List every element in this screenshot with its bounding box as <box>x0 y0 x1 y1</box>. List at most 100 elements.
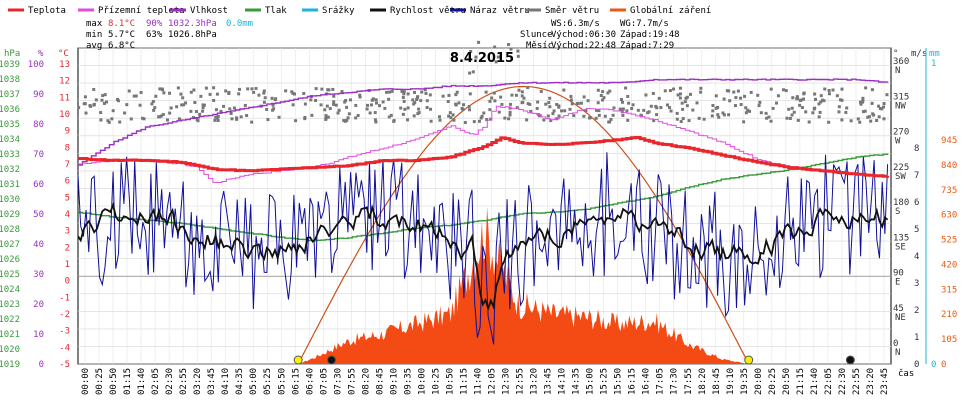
hpa-tick-label: 1037 <box>0 90 20 100</box>
info-sun-label: Slunce <box>520 30 553 40</box>
x-tick-label: 05:50 <box>277 368 287 395</box>
degc-tick-label: -2 <box>59 310 70 320</box>
wind-direction-point <box>454 93 458 97</box>
wind-direction-point <box>844 110 848 114</box>
wind-direction-point <box>222 104 226 108</box>
wind-direction-point <box>271 108 275 112</box>
legend-label: Směr větru <box>545 6 599 16</box>
wind-direction-point <box>328 107 332 111</box>
wind-direction-point <box>618 107 622 111</box>
wind-direction-point <box>784 89 788 93</box>
wind-direction-point <box>366 103 370 107</box>
stat-min-pressure: 1026.8hPa <box>168 30 217 40</box>
wind-direction-point <box>447 114 451 118</box>
wind-direction-point <box>609 117 613 121</box>
wind-direction-point <box>494 60 498 64</box>
wind-direction-point <box>356 113 360 117</box>
wind-direction-point <box>266 118 270 122</box>
wind-direction-point <box>454 103 458 107</box>
wind-direction-point <box>717 115 721 119</box>
wind-direction-point <box>214 108 218 112</box>
wind-direction-point <box>162 91 166 95</box>
x-tick-label: 07:30 <box>333 368 343 395</box>
x-tick-label: 14:10 <box>558 368 568 395</box>
wind-direction-point <box>184 101 188 105</box>
x-tick-label: 17:55 <box>684 368 694 395</box>
wind-direction-point <box>354 103 358 107</box>
wind-direction-point <box>669 109 673 113</box>
wind-direction-point <box>522 96 526 100</box>
stat-avg-temp: 6.8°C <box>108 41 135 51</box>
wind-direction-point <box>733 104 737 108</box>
wind-direction-point <box>82 102 86 106</box>
legend-label: Náraz větru <box>470 6 530 16</box>
wind-direction-point <box>767 115 771 119</box>
pct-tick-label: 70 <box>33 150 44 160</box>
wind-direction-point <box>525 118 529 122</box>
wind-direction-point <box>739 103 743 107</box>
wind-direction-point <box>469 49 473 53</box>
wind-direction-point <box>332 100 336 104</box>
x-tick-label: 23:20 <box>866 368 876 395</box>
wind-direction-point <box>412 90 416 94</box>
wind-direction-point <box>714 94 718 98</box>
wind-direction-point <box>151 99 155 103</box>
x-tick-label: 12:05 <box>488 368 498 395</box>
wind-direction-point <box>788 116 792 120</box>
x-tick-label: 13:45 <box>544 368 554 395</box>
wind-direction-point <box>823 87 827 91</box>
wind-direction-point <box>787 107 791 111</box>
wind-direction-point <box>468 92 472 96</box>
wind-direction-point <box>678 96 682 100</box>
wind-direction-point <box>727 113 731 117</box>
wind-direction-point <box>468 108 472 112</box>
wind-direction-point <box>201 103 205 107</box>
wind-direction-point <box>572 114 576 118</box>
wind-direction-point <box>284 89 288 93</box>
direction-tick-label: 270 <box>893 128 909 138</box>
wind-direction-point <box>246 87 250 91</box>
hpa-tick-label: 1031 <box>0 180 20 190</box>
wind-direction-point <box>619 97 623 101</box>
x-tick-label: 08:20 <box>361 368 371 395</box>
wind-direction-point <box>496 55 500 59</box>
wind-direction-point <box>181 96 185 100</box>
degc-tick-label: 10 <box>59 110 70 120</box>
direction-tick-label: 90 <box>893 269 904 279</box>
wind-direction-point <box>332 94 336 98</box>
wind-direction-point <box>277 115 281 119</box>
wind-direction-point <box>516 54 520 58</box>
x-tick-label: 16:15 <box>628 368 638 395</box>
wind-direction-point <box>208 92 212 96</box>
hpa-tick-label: 1029 <box>0 210 20 220</box>
axes-layer: 1039103810371036103510341033103210311030… <box>0 48 957 395</box>
wind-direction-point <box>419 99 423 103</box>
pct-tick-label: 0 <box>39 360 44 370</box>
x-tick-label: 15:25 <box>600 368 610 395</box>
wind-direction-point <box>153 106 157 110</box>
wind-speed-unit: m/s <box>911 49 927 59</box>
wind-direction-point <box>792 110 796 114</box>
wind-direction-point <box>94 98 98 102</box>
wind-direction-point <box>835 94 839 98</box>
wind-direction-point <box>387 97 391 101</box>
wind-direction-point <box>373 118 377 122</box>
hpa-tick-label: 1035 <box>0 120 20 130</box>
wind-direction-point <box>388 90 392 94</box>
wind-direction-point <box>858 120 862 124</box>
hpa-tick-label: 1023 <box>0 300 20 310</box>
radiation-tick-label: 525 <box>941 236 957 246</box>
wind-direction-point <box>508 102 512 106</box>
hpa-tick-label: 1025 <box>0 270 20 280</box>
wind-direction-point <box>215 92 219 96</box>
wind-direction-point <box>813 92 817 96</box>
wind-direction-point <box>441 94 445 98</box>
wind-direction-point <box>157 115 161 119</box>
wind-direction-point <box>175 105 179 109</box>
wind-direction-point <box>132 94 136 98</box>
degc-tick-label: 3 <box>65 227 70 237</box>
wind-direction-point <box>759 111 763 115</box>
wind-direction-point <box>563 109 567 113</box>
wind-direction-point <box>92 102 96 106</box>
wind-speed-tick-label: 3 <box>914 279 919 289</box>
